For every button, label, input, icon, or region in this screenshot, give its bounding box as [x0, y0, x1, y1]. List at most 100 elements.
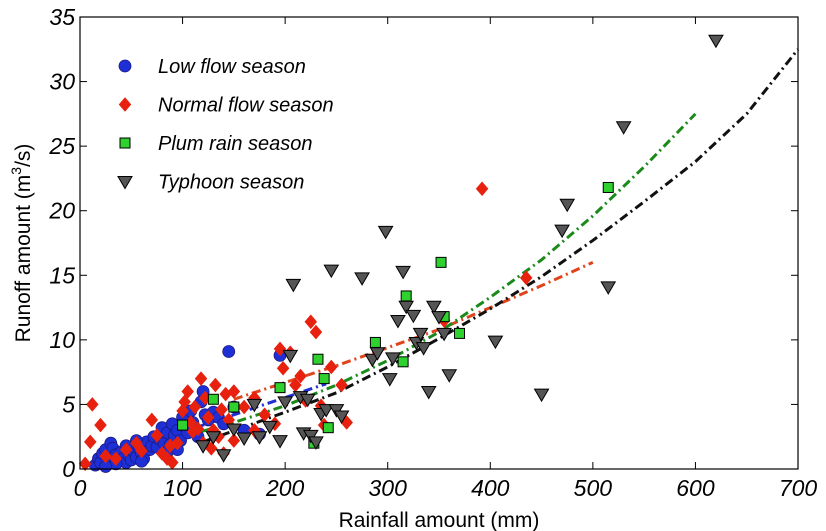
- data-point: [215, 449, 232, 463]
- y-tick-label: 30: [49, 69, 75, 95]
- data-point: [431, 311, 447, 325]
- data-point: [251, 431, 268, 445]
- y-axis-label-main: Runoff amount (m: [12, 175, 35, 343]
- data-point: [207, 393, 219, 405]
- y-axis-label-superscript: 3: [8, 167, 24, 175]
- data-point: [384, 352, 401, 366]
- data-point: [335, 377, 348, 393]
- data-point: [318, 373, 330, 385]
- data-point: [109, 451, 123, 467]
- data-point: [519, 270, 533, 286]
- data-point: [181, 384, 195, 399]
- data-point: [412, 327, 429, 342]
- data-point: [312, 353, 324, 365]
- data-point: [225, 423, 242, 437]
- data-point: [195, 440, 211, 454]
- data-point: [309, 324, 323, 340]
- legend-marker: [118, 59, 132, 73]
- data-point: [369, 336, 381, 348]
- data-point: [554, 224, 570, 239]
- y-tick-label: 20: [48, 198, 75, 224]
- data-point: [475, 181, 489, 197]
- y-axis-label-end: /s): [12, 144, 35, 167]
- data-point: [333, 410, 350, 425]
- data-point: [390, 314, 406, 329]
- data-point: [600, 281, 617, 295]
- data-point: [188, 399, 202, 415]
- data-point: [441, 369, 458, 383]
- data-point: [294, 368, 307, 384]
- legend-entry-label: Low flow season: [158, 56, 306, 78]
- data-point: [308, 436, 324, 450]
- data-point: [227, 384, 241, 399]
- x-axis-label: Rainfall amount (mm): [339, 509, 540, 531]
- legend-entry-label: Plum rain season: [158, 133, 313, 155]
- data-point: [191, 421, 205, 437]
- y-tick-label: 10: [49, 327, 75, 353]
- fit-line: [202, 48, 800, 444]
- y-tick-label: 0: [62, 456, 75, 482]
- data-point: [285, 278, 302, 293]
- data-point: [177, 419, 189, 431]
- data-point: [602, 181, 614, 193]
- legend-entry-label: Typhoon season: [158, 172, 304, 194]
- data-point: [533, 388, 550, 403]
- x-tick-label: 0: [74, 475, 87, 501]
- data-point: [615, 121, 632, 135]
- series-group: [195, 34, 724, 463]
- x-tick-label: 600: [676, 475, 715, 501]
- data-point: [398, 300, 415, 315]
- data-point: [377, 225, 394, 240]
- data-point: [94, 417, 107, 433]
- data-point: [261, 420, 278, 435]
- data-point: [415, 342, 432, 356]
- fit-line: [182, 112, 697, 439]
- y-tick-label: 15: [49, 262, 75, 288]
- data-point: [236, 432, 252, 446]
- data-point: [135, 443, 148, 459]
- data-point: [273, 341, 287, 357]
- x-tick-label: 500: [574, 475, 613, 501]
- data-point: [205, 431, 222, 445]
- data-point: [119, 442, 133, 458]
- legend-marker: [117, 176, 133, 190]
- y-tick-label: 25: [48, 133, 75, 159]
- legend-entry-label: Normal flow season: [158, 95, 334, 117]
- plot-area-frame: [79, 16, 799, 470]
- data-point: [282, 349, 299, 364]
- legend-marker: [119, 137, 131, 149]
- x-tick-label: 400: [471, 475, 510, 501]
- data-point: [272, 435, 288, 449]
- data-point: [145, 412, 159, 428]
- data-point: [276, 360, 290, 376]
- x-tick-label: 200: [265, 475, 305, 501]
- y-tick-label: 5: [62, 391, 75, 417]
- data-point: [150, 428, 164, 443]
- data-point: [215, 402, 228, 417]
- data-point: [209, 377, 222, 393]
- data-point: [299, 393, 316, 408]
- data-point: [559, 198, 576, 213]
- axes: 0 100 200 300 400 500 600 700 0 5 10 15 20 25 30 35: [48, 4, 817, 501]
- series-group: [88, 345, 287, 473]
- x-tick-label: 100: [163, 475, 202, 501]
- data-point: [78, 456, 92, 472]
- data-point: [318, 404, 335, 418]
- y-axis-label: Runoff amount (m3/s): [8, 144, 35, 343]
- data-point: [99, 448, 112, 464]
- data-point: [274, 382, 286, 394]
- data-point: [277, 396, 294, 410]
- data-point: [201, 409, 215, 425]
- legend: Low flow season Normal flow season Plum ra…: [117, 56, 334, 194]
- data-point: [420, 386, 437, 400]
- data-point: [304, 314, 318, 330]
- data-point: [222, 345, 236, 358]
- data-point: [323, 264, 340, 279]
- data-point: [435, 256, 447, 268]
- data-point: [322, 422, 334, 434]
- data-point: [369, 347, 386, 361]
- data-point: [83, 434, 97, 450]
- data-point: [400, 290, 412, 302]
- fit-line: [233, 261, 594, 401]
